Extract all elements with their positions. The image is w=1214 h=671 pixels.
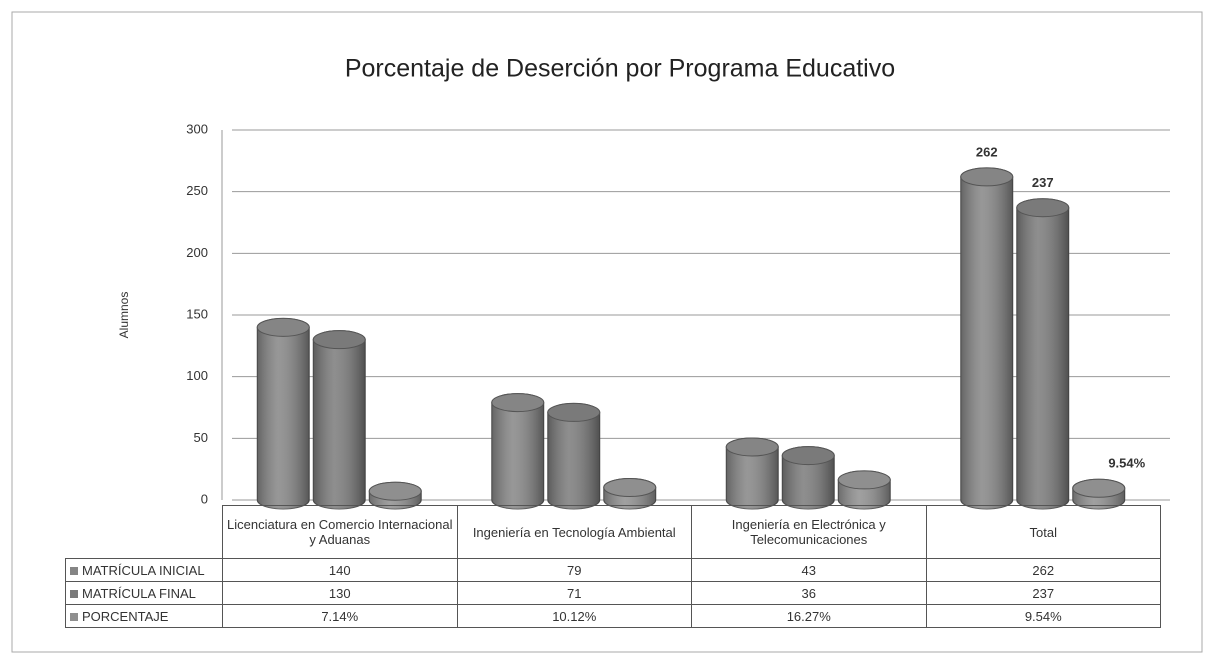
legend-key	[70, 612, 78, 621]
table-value: 71	[456, 581, 692, 605]
cylinder-top	[960, 167, 1014, 187]
data-label: 262	[976, 144, 998, 159]
table-value: 16.27%	[691, 604, 927, 628]
table-value: 10.12%	[456, 604, 692, 628]
chart-frame	[11, 11, 1203, 653]
y-tick-label: 150	[186, 306, 208, 321]
cylinder-shade	[960, 176, 1013, 509]
cylinder-top	[1016, 198, 1070, 218]
table-value: 7.14%	[222, 604, 458, 628]
y-tick-label: 250	[186, 183, 208, 198]
data-label: 9.54%	[1108, 456, 1145, 471]
row-header: MATRÍCULA INICIAL	[65, 558, 223, 582]
y-tick-label: 300	[186, 121, 208, 136]
cylinder-top	[725, 437, 779, 457]
y-tick-label: 0	[201, 491, 208, 506]
category-label: Ingeniería en Electrónica y Telecomunica…	[691, 505, 927, 559]
y-tick-label: 200	[186, 245, 208, 260]
cylinder-top	[781, 446, 835, 466]
cylinder-shade	[313, 339, 366, 509]
table-value: 237	[925, 581, 1161, 605]
y-axis-label: Alumnos	[117, 292, 131, 339]
data-row: MATRÍCULA INICIAL 140 79 43 262	[65, 558, 1161, 582]
table-value: 9.54%	[925, 604, 1161, 628]
legend-label: PORCENTAJE	[82, 608, 169, 624]
data-row: PORCENTAJE 7.14% 10.12% 16.27% 9.54%	[65, 604, 1161, 628]
category-label: Licenciatura en Comercio Internacional y…	[222, 505, 458, 559]
row-header: MATRÍCULA FINAL	[65, 581, 223, 605]
cylinder-shade	[726, 446, 779, 509]
data-label: 237	[1032, 175, 1054, 190]
category-label: Ingeniería en Tecnología Ambiental	[456, 505, 692, 559]
cylinder-shade	[782, 455, 835, 509]
cylinder-top	[547, 402, 601, 422]
corner-cell	[66, 506, 223, 559]
table-value: 130	[222, 581, 458, 605]
cylinder-shade	[257, 327, 310, 509]
y-tick-label: 100	[186, 368, 208, 383]
cylinder-top	[491, 393, 545, 413]
table-value: 43	[691, 558, 927, 582]
legend-label: MATRÍCULA INICIAL	[82, 562, 205, 578]
table-value: 36	[691, 581, 927, 605]
cylinder-top	[837, 470, 891, 490]
cylinder-top	[368, 481, 422, 501]
table-value: 79	[456, 558, 692, 582]
cylinder-top	[1072, 478, 1126, 498]
legend-label: MATRÍCULA FINAL	[82, 585, 196, 601]
category-label: Total	[925, 505, 1161, 559]
cylinder-shade	[1016, 207, 1069, 509]
chart-title: Porcentaje de Deserción por Programa Edu…	[345, 55, 895, 83]
cylinder-top	[256, 317, 310, 337]
cylinder-top	[603, 478, 657, 498]
legend-key	[70, 566, 78, 575]
cylinder-shade	[547, 412, 600, 509]
header-row: Licenciatura en Comercio Internacional y…	[66, 505, 1161, 559]
data-table: Licenciatura en Comercio Internacional y…	[65, 505, 1161, 628]
row-header: PORCENTAJE	[65, 604, 223, 628]
cylinder-top	[312, 330, 366, 350]
table-value: 140	[222, 558, 458, 582]
table-value: 262	[925, 558, 1161, 582]
cylinder-shade	[491, 402, 544, 509]
legend-key	[70, 589, 78, 598]
data-row: MATRÍCULA FINAL 130 71 36 237	[65, 581, 1161, 605]
y-tick-label: 50	[194, 430, 208, 445]
